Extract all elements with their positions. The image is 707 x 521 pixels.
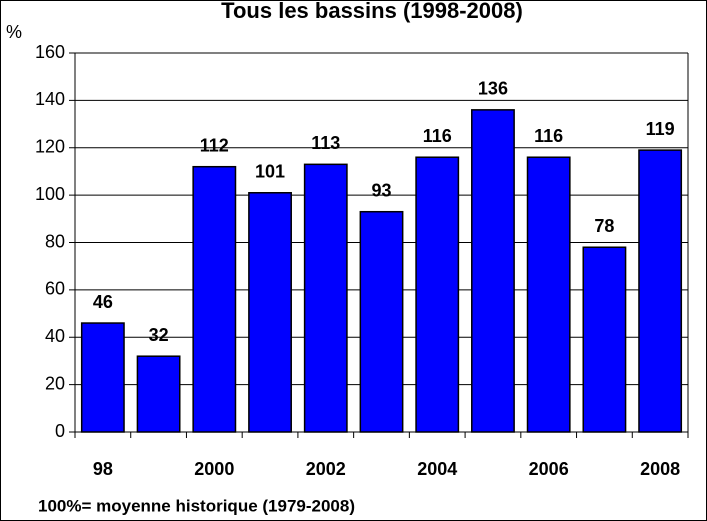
bar xyxy=(192,165,237,433)
data-label: 32 xyxy=(149,325,169,345)
y-tick-label: 120 xyxy=(35,137,65,157)
data-label: 113 xyxy=(311,133,340,153)
y-tick-label: 80 xyxy=(45,231,65,251)
y-tick-label: 20 xyxy=(45,373,65,393)
bar xyxy=(248,192,292,433)
data-label: 136 xyxy=(478,79,508,99)
data-label: 78 xyxy=(594,216,614,236)
bar xyxy=(526,156,571,433)
y-tick-label: 140 xyxy=(35,89,65,109)
y-tick-label: 0 xyxy=(55,421,65,441)
x-tick-label: 2000 xyxy=(194,459,234,479)
bar xyxy=(471,109,515,433)
bar xyxy=(359,210,404,433)
data-label: 112 xyxy=(200,135,229,155)
x-tick-label: 2002 xyxy=(306,459,346,479)
y-tick-label: 60 xyxy=(45,279,65,299)
y-tick-label: 40 xyxy=(45,326,65,346)
y-tick-label: 160 xyxy=(35,42,65,62)
bar xyxy=(638,149,683,433)
data-label: 119 xyxy=(646,119,675,139)
data-label: 93 xyxy=(371,180,391,200)
data-label: 116 xyxy=(534,126,563,146)
data-label: 46 xyxy=(93,292,113,312)
data-label: 101 xyxy=(255,162,285,182)
bar xyxy=(303,163,348,433)
footnote: 100%= moyenne historique (1979-2008) xyxy=(38,496,355,515)
x-tick-label: 98 xyxy=(93,459,113,479)
bar xyxy=(415,156,460,433)
x-tick-label: 2008 xyxy=(640,459,680,479)
bar xyxy=(136,355,181,433)
y-axis-label: % xyxy=(6,22,22,42)
chart-title: Tous les bassins (1998-2008) xyxy=(221,0,523,23)
x-tick-label: 2004 xyxy=(417,459,457,479)
bar xyxy=(80,322,125,433)
bar xyxy=(582,246,627,433)
data-label: 116 xyxy=(423,126,452,146)
y-tick-label: 100 xyxy=(35,184,65,204)
x-tick-label: 2006 xyxy=(529,459,569,479)
